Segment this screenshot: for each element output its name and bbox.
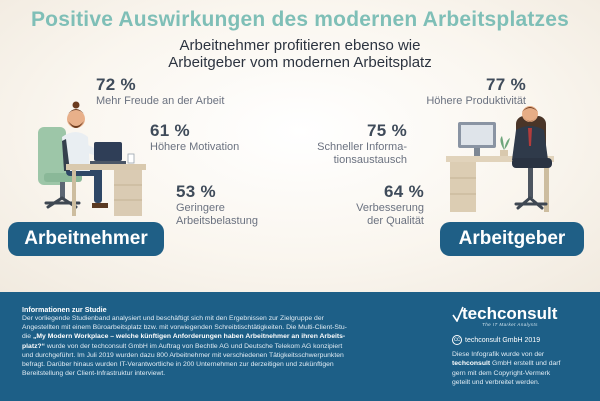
employee-bun (72, 101, 80, 109)
employer-tie (528, 128, 532, 146)
desk-cabinet (114, 170, 142, 216)
employee-desk (66, 142, 146, 216)
desk-leg-right (544, 162, 549, 212)
coffee-cup (127, 153, 135, 164)
creative-commons-icon: cc (452, 335, 462, 345)
subtitle-line-1: Arbeitnehmer profitieren ebenso wie (179, 37, 421, 54)
laptop-base (90, 161, 126, 164)
stat-label-line-1: Verbesserung (356, 202, 424, 214)
chair-post (60, 182, 65, 198)
stat-label: Mehr Freude an der Arbeit (96, 95, 225, 107)
stat-percent: 61 % (150, 121, 190, 140)
info-line: Angestellten mit einem Büroarbeitsplatz … (22, 324, 347, 332)
employer-head (522, 106, 538, 122)
monitor-stand (474, 148, 480, 156)
info-line: befragt. Darüber hinaus wurden IT-Verant… (22, 361, 334, 369)
stat-label-line-1: Geringere (176, 202, 225, 214)
infographic-top: Positive Auswirkungen des modernen Arbei… (0, 0, 600, 292)
desk-top-right (446, 156, 554, 162)
techconsult-logo: techconsult The IT Market Analysts (452, 302, 592, 328)
note-line: Diese Infografik wurde von der (452, 351, 545, 358)
employer-hair (522, 107, 538, 112)
info-text: die (22, 333, 33, 341)
info-text: wurde von der techconsult GmbH im Auftra… (45, 342, 343, 350)
employee-beard (68, 121, 84, 128)
stat-percent: 75 % (367, 121, 407, 140)
stat-label-line-2: tionsaustausch (333, 154, 407, 166)
note-line: gern mit dem Copyright-Vermerk (452, 369, 551, 377)
chair-base-right (514, 196, 548, 210)
note-line: geteilt und verbreitet werden. (452, 379, 540, 387)
copyright-text: techconsult GmbH 2019 (465, 336, 541, 344)
employee-vest (62, 139, 70, 171)
logo-checkmark-icon (452, 306, 464, 322)
employee-hair (67, 109, 85, 115)
stat-label: Höhere Produktivität (426, 95, 526, 107)
plant-leaves (500, 136, 510, 150)
info-line: die „My Modern Workplace – welche künfti… (22, 332, 442, 341)
employee-shin (94, 167, 102, 203)
stat-percent: 77 % (486, 75, 526, 94)
page-subtitle: Arbeitnehmer profitieren ebenso wie Arbe… (0, 37, 600, 71)
info-line: Der vorliegende Studienband analysiert u… (22, 315, 324, 322)
stat-percent: 72 % (96, 75, 136, 94)
subtitle-line-2: Arbeitgeber vom modernen Arbeitsplatz (168, 54, 432, 71)
stat-hoehere-produktivitaet: 77 % Höhere Produktivität (426, 75, 526, 108)
page-title: Positive Auswirkungen des modernen Arbei… (30, 8, 570, 31)
chair-back (38, 127, 66, 185)
desk-top (66, 164, 146, 170)
employee-illustration (38, 101, 108, 209)
note-brand: techconsult (452, 360, 491, 368)
employer-beard (523, 116, 537, 122)
badge-arbeitgeber: Arbeitgeber (440, 222, 584, 256)
study-name: „My Modern Workplace – welche künftigen … (32, 333, 346, 341)
copyright-line: cc techconsult GmbH 2019 (452, 335, 540, 345)
note-text: GmbH erstellt und darf (490, 360, 561, 368)
study-info-text: Der vorliegende Studienband analysiert u… (22, 314, 442, 378)
employee-head (67, 110, 85, 128)
stat-geringere-arbeitsbelastung: 53 % Geringere Arbeitsbelastung (176, 182, 258, 228)
stat-hoehere-motivation: 61 % Höhere Motivation (150, 121, 239, 154)
employer-legs (512, 158, 552, 168)
info-line: platz?“ wurde von der techconsult GmbH i… (22, 342, 442, 351)
footer-info-panel: Informationen zur Studie Der vorliegende… (0, 292, 600, 401)
monitor-inner (461, 125, 493, 145)
stat-informationsaustausch: 75 % Schneller Informa- tionsaustausch (317, 121, 407, 167)
stat-label: Höhere Motivation (150, 141, 240, 153)
chair-post-right (528, 168, 533, 198)
logo-wordmark: techconsult (462, 304, 558, 323)
desk-leg (72, 170, 76, 216)
stat-verbesserung-qualitaet: 64 % Verbesserung der Qualität (356, 182, 424, 228)
employee-torso (62, 132, 90, 171)
desk-cabinet-right (450, 162, 476, 212)
stat-label-line-2: der Qualität (367, 215, 424, 227)
sharing-note: Diese Infografik wurde von der techconsu… (452, 350, 592, 388)
study-info-heading: Informationen zur Studie (22, 305, 107, 314)
study-name-end: platz?“ (22, 342, 46, 350)
stat-label-line-1: Schneller Informa- (317, 141, 407, 153)
employee-shoe (92, 203, 108, 208)
info-line: Bereitstellung der Client-Infrastruktur … (22, 370, 166, 378)
plant-pot (500, 150, 508, 158)
stat-mehr-freude: 72 % Mehr Freude an der Arbeit (96, 75, 224, 108)
employer-illustration (446, 106, 554, 212)
stat-percent: 53 % (176, 182, 216, 201)
laptop-screen (94, 142, 122, 161)
logo-tagline: The IT Market Analysts (482, 322, 538, 327)
badge-arbeitnehmer: Arbeitnehmer (8, 222, 164, 256)
stat-percent: 64 % (384, 182, 424, 201)
info-line: und durchgeführt. Im Juli 2019 wurden da… (22, 351, 344, 359)
stat-label-line-2: Arbeitsbelastung (176, 215, 258, 227)
note-line: techconsult GmbH erstellt und darf (452, 359, 592, 368)
